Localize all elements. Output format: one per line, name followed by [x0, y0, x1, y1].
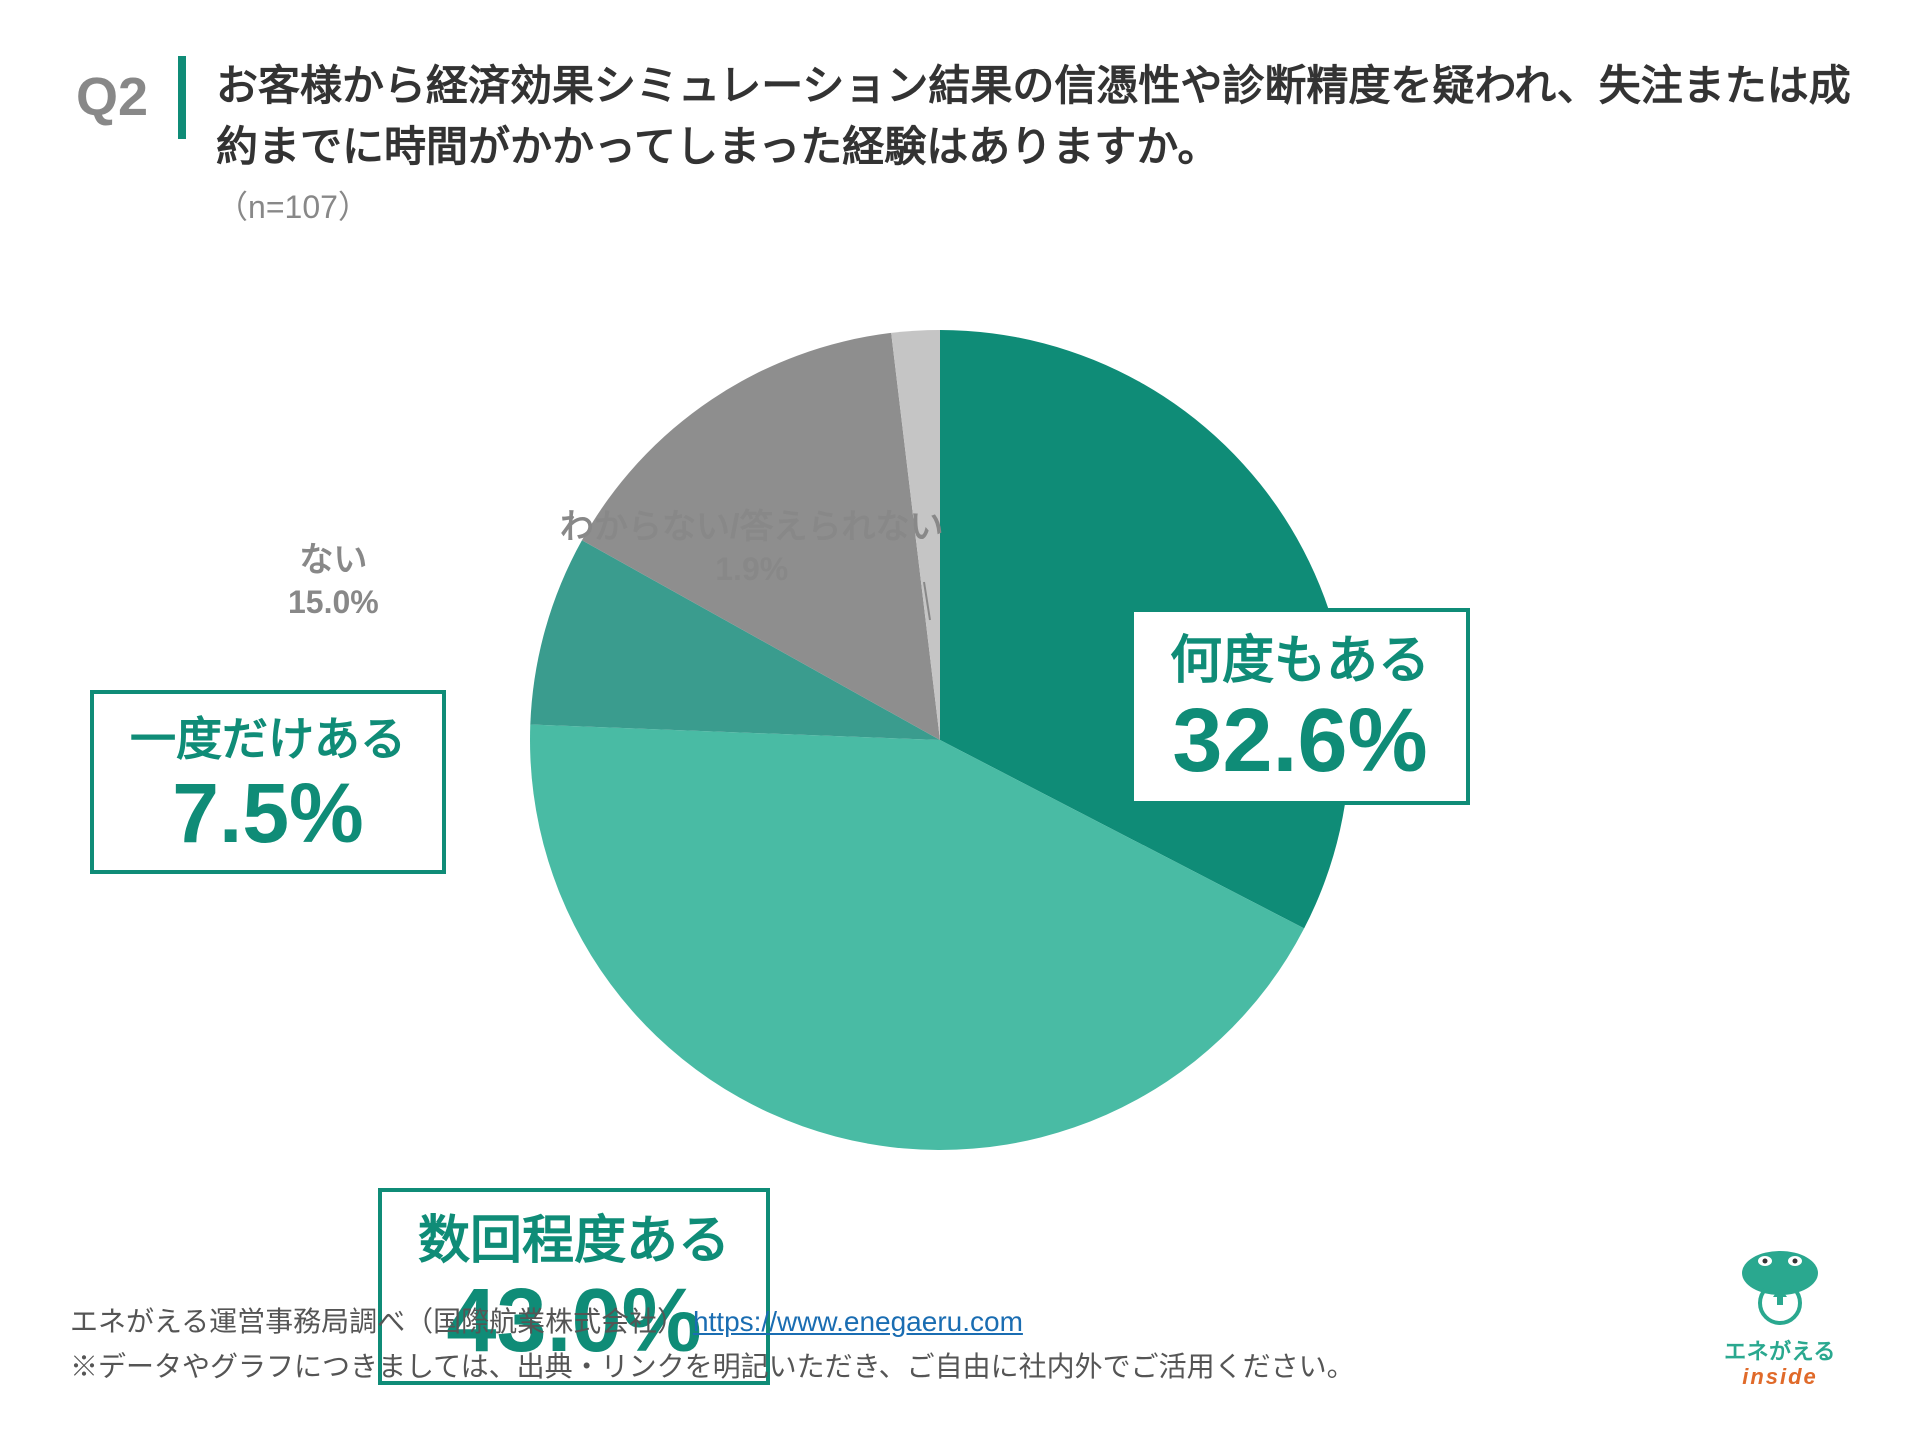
- callout-once: 一度だけある 7.5%: [90, 690, 446, 874]
- callout-label: 数回程度ある: [418, 1210, 730, 1272]
- callout-percent: 32.6%: [1170, 692, 1430, 791]
- brand-logo: エネがえる inside: [1700, 1245, 1860, 1390]
- label-text: ない: [288, 538, 379, 582]
- footer-line1: エネがえる運営事務局調べ（国際航業株式会社） https://www.enega…: [70, 1300, 1355, 1345]
- question-block: お客様から経済効果シミュレーション結果の信憑性や診断精度を疑われ、失注または成約…: [216, 56, 1870, 228]
- question-number: Q2: [70, 56, 186, 139]
- label-percent: 15.0%: [288, 582, 379, 624]
- callout-label: 一度だけある: [130, 712, 406, 767]
- chart-area: 何度もある 32.6% 数回程度ある 43.0% 一度だけある 7.5% ない …: [0, 280, 1920, 1440]
- label-text: わからない/答えられない: [560, 505, 943, 549]
- callout-label: 何度もある: [1170, 630, 1430, 692]
- footer-link[interactable]: https://www.enegaeru.com: [693, 1306, 1023, 1337]
- header: Q2 お客様から経済効果シミュレーション結果の信憑性や診断精度を疑われ、失注また…: [70, 56, 1870, 228]
- question-text: お客様から経済効果シミュレーション結果の信憑性や診断精度を疑われ、失注または成約…: [216, 56, 1870, 178]
- logo-text-main: エネがえる: [1700, 1334, 1860, 1366]
- label-dontknow: わからない/答えられない 1.9%: [560, 505, 943, 591]
- footer: エネがえる運営事務局調べ（国際航業株式会社） https://www.enega…: [70, 1300, 1355, 1390]
- label-none: ない 15.0%: [288, 538, 379, 624]
- logo-text-sub: inside: [1700, 1364, 1860, 1390]
- callout-many-times: 何度もある 32.6%: [1130, 608, 1470, 805]
- label-percent: 1.9%: [560, 549, 943, 591]
- callout-percent: 7.5%: [130, 767, 406, 859]
- sample-size: （n=107）: [216, 182, 1870, 228]
- logo-icon: [1725, 1245, 1835, 1325]
- footer-prefix: エネがえる運営事務局調べ（国際航業株式会社）: [70, 1306, 693, 1337]
- footer-line2: ※データやグラフにつきましては、出典・リンクを明記いただき、ご自由に社内外でご活…: [70, 1345, 1355, 1390]
